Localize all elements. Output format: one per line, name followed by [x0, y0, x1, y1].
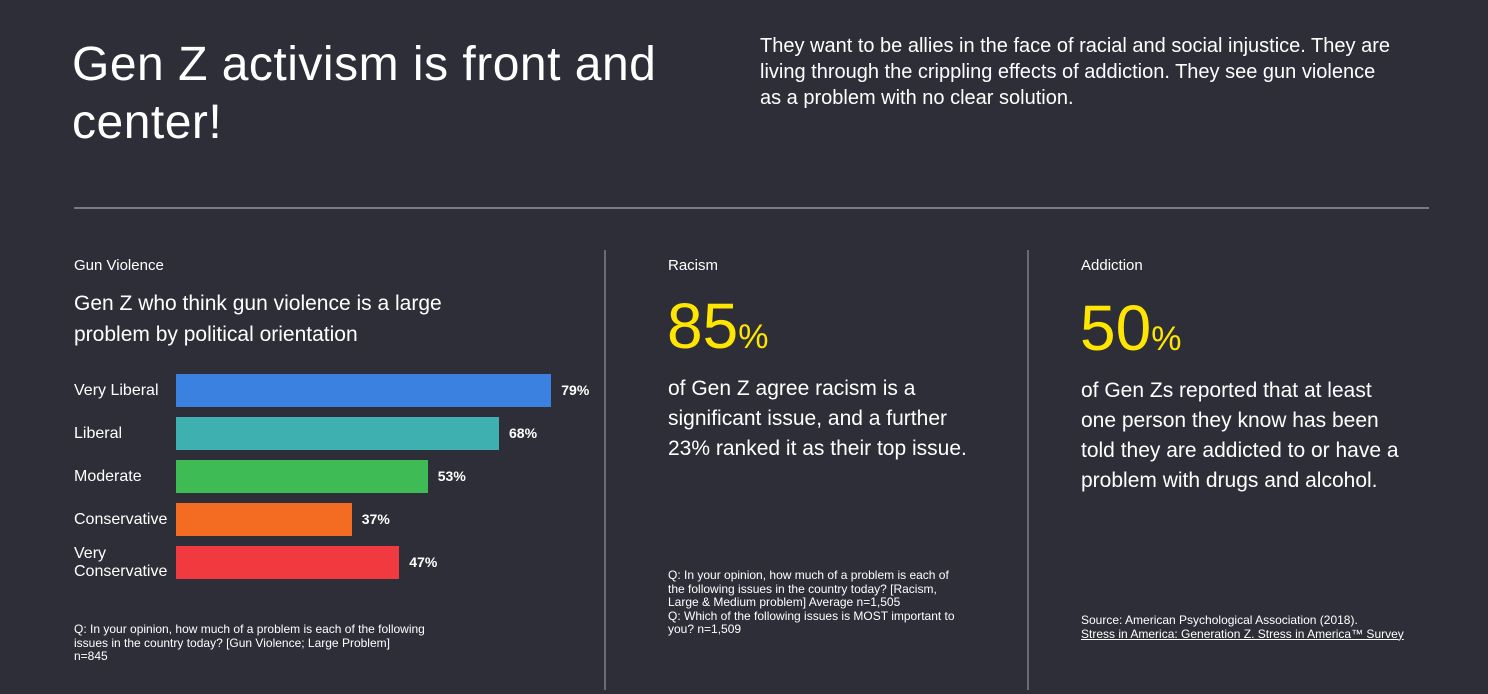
category-label: Very Conservative: [74, 544, 168, 580]
racism-text: of Gen Z agree racism is a significant i…: [668, 377, 967, 460]
category-label: Liberal: [74, 424, 123, 442]
addiction-text: of Gen Zs reported that at least one per…: [1081, 379, 1399, 492]
gun-violence-label: Gun Violence: [74, 257, 164, 274]
source-link[interactable]: Stress in America: Generation Z. Stress …: [1081, 626, 1404, 641]
chart-title: Gen Z who think gun violence is a large …: [74, 292, 442, 346]
gun-violence-footnote: Q: In your opinion, how much of a proble…: [74, 622, 425, 664]
value-label: 47%: [409, 554, 438, 570]
bar: [176, 546, 400, 579]
bar-chart: Very Liberal 79% Liberal 68% Moderate 53% Cons…: [0, 0, 620, 600]
footnote-line: Large & Medium problem] Average n=1,505: [668, 595, 901, 609]
bar: [176, 417, 499, 450]
addiction-label: Addiction: [1081, 257, 1143, 274]
footnote-line: the following issues in the country toda…: [668, 581, 937, 596]
column-divider: [1027, 250, 1029, 690]
horizontal-divider: [74, 207, 1429, 209]
footnote-line: n=845: [74, 649, 108, 663]
page-title: Gen Z activism is front and center!: [72, 38, 657, 149]
category-label: Moderate: [74, 467, 142, 485]
footnote-line: Q: In your opinion, how much of a proble…: [74, 622, 425, 636]
source-line: Source: American Psychological Associati…: [1081, 613, 1358, 627]
racism-label: Racism: [668, 257, 719, 274]
addiction-stat-unit: %: [1151, 320, 1182, 358]
footnote-line: you? n=1,509: [668, 622, 742, 636]
source-citation: Source: American Psychological Associati…: [1081, 613, 1404, 641]
racism-stat-unit: %: [738, 318, 769, 356]
category-label: Conservative: [74, 510, 168, 528]
value-label: 53%: [437, 468, 466, 484]
value-label: 37%: [361, 511, 390, 527]
bar: [176, 460, 428, 493]
footnote-line: Q: In your opinion, how much of a proble…: [668, 568, 949, 582]
bar: [176, 374, 552, 407]
racism-stat-number: 85: [667, 290, 739, 362]
intro-text: They want to be allies in the face of ra…: [760, 35, 1390, 109]
footnote-line: issues in the country today? [Gun Violen…: [74, 635, 390, 650]
column-divider: [604, 250, 606, 690]
addiction-stat: 50%: [1080, 293, 1181, 374]
footnote-line: Q: Which of the following issues is MOST…: [668, 608, 955, 623]
racism-stat: 85%: [667, 291, 768, 372]
bar: [176, 503, 352, 536]
racism-footnote: Q: In your opinion, how much of a proble…: [668, 568, 955, 637]
value-label: 68%: [509, 425, 538, 441]
addiction-stat-number: 50: [1080, 292, 1152, 364]
category-label: Very Liberal: [74, 381, 159, 399]
value-label: 79%: [561, 382, 590, 398]
